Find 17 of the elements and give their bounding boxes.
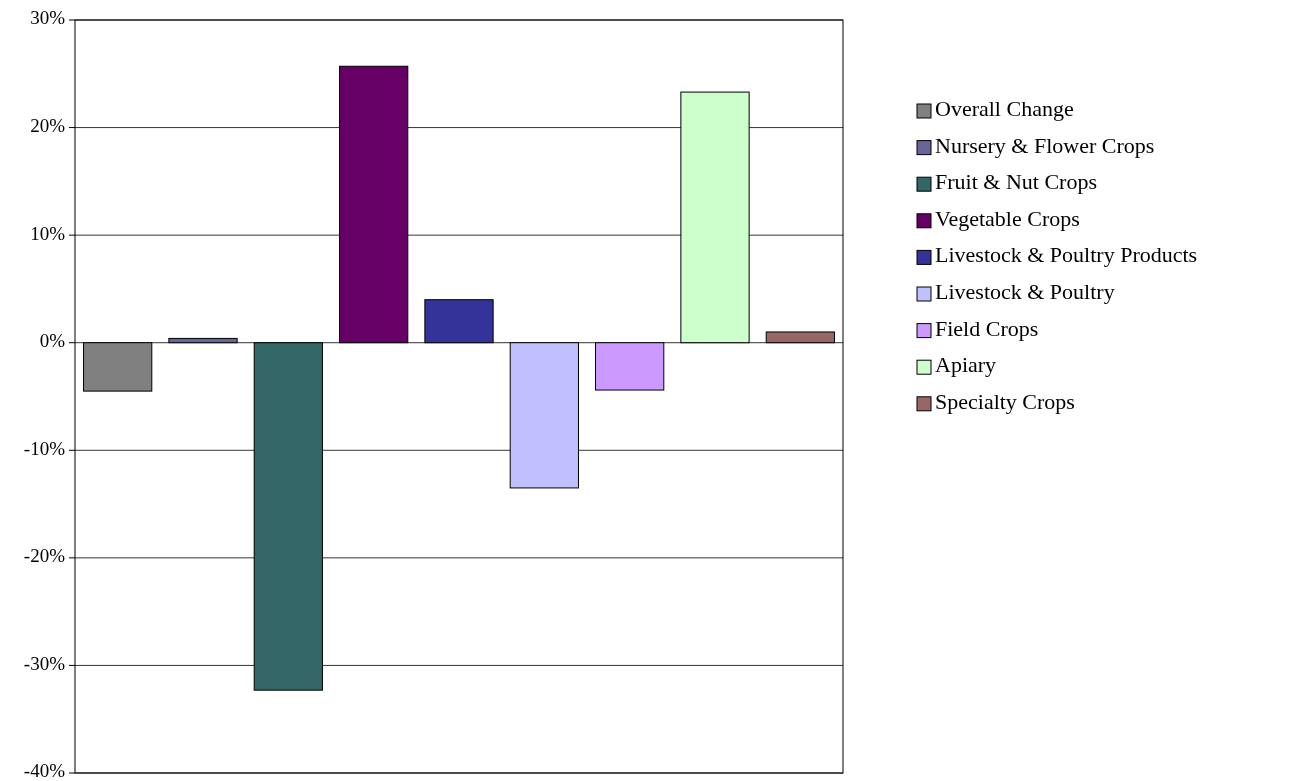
y-tick-label: 0%: [39, 330, 66, 352]
legend-label: Fruit & Nut Crops: [935, 169, 1097, 195]
legend-label: Overall Change: [935, 96, 1074, 122]
legend-label: Apiary: [935, 352, 997, 378]
y-tick-label: -30%: [23, 652, 66, 674]
legend-label: Livestock & Poultry: [935, 279, 1115, 305]
legend-label: Vegetable Crops: [935, 205, 1080, 231]
y-tick-label: 20%: [30, 114, 66, 136]
y-tick-label: 30%: [30, 7, 66, 29]
y-tick-label: -40%: [23, 760, 66, 781]
legend-label: Livestock & Poultry Products: [935, 242, 1198, 268]
y-tick-label: -20%: [23, 545, 66, 567]
legend-label: Field Crops: [935, 315, 1039, 341]
legend-label: Nursery & Flower Crops: [935, 132, 1155, 158]
y-tick-label: 10%: [30, 222, 66, 244]
legend-label: Specialty Crops: [935, 388, 1075, 414]
y-tick-label: -10%: [23, 437, 66, 459]
